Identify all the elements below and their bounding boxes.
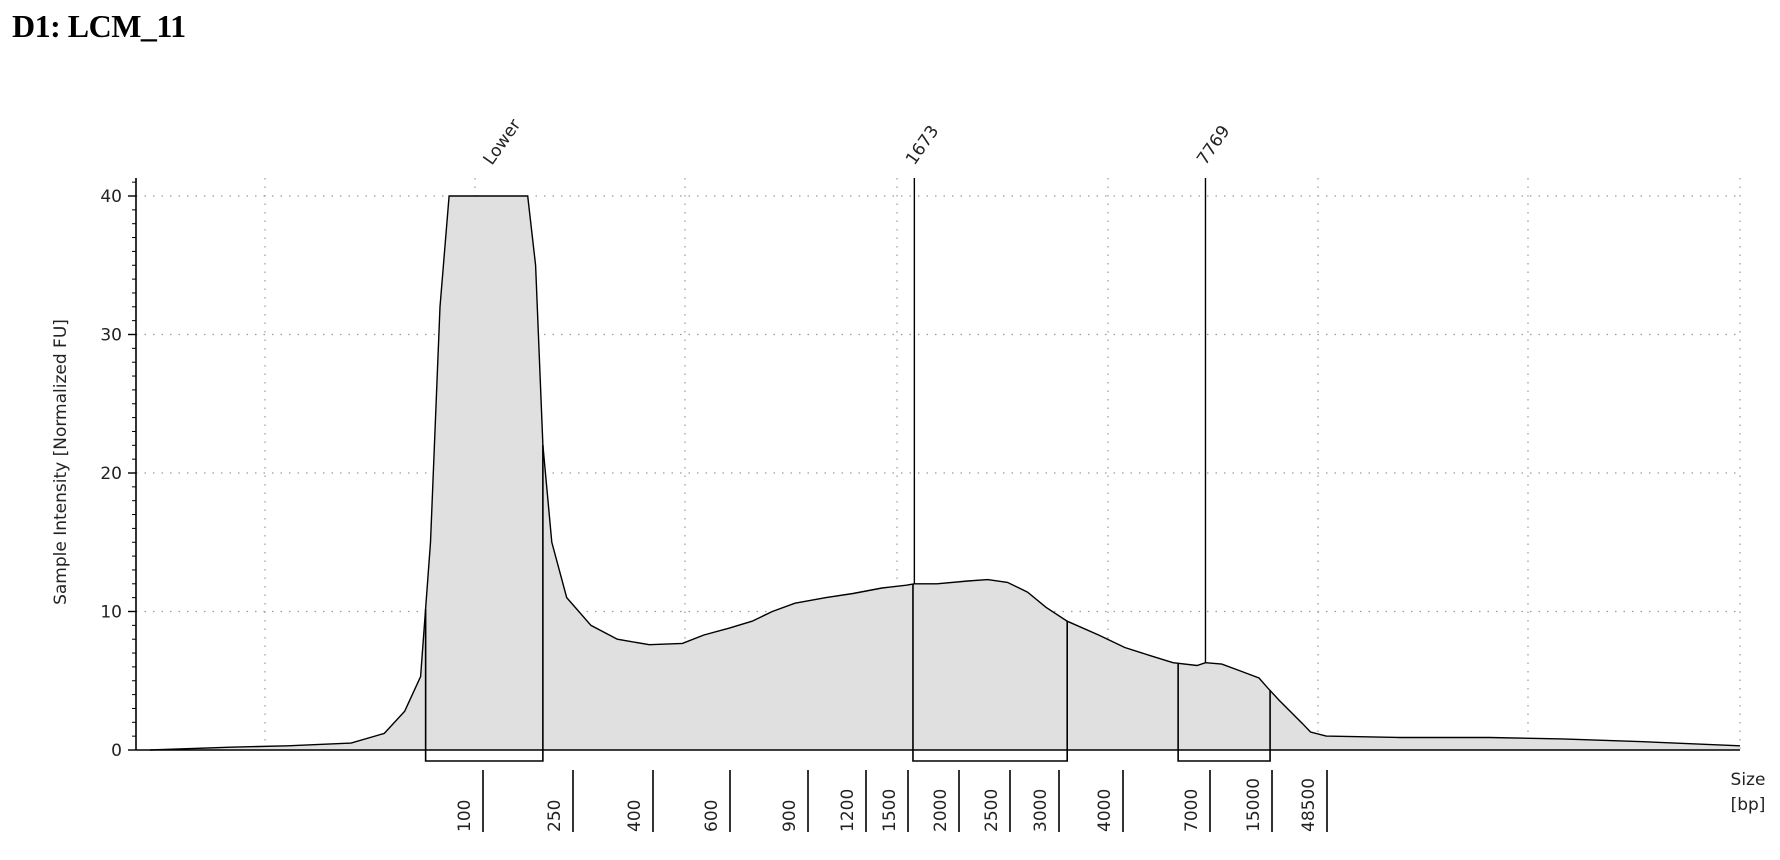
ladder-size-label: 900 <box>780 800 800 832</box>
y-tick-label: 40 <box>100 187 122 207</box>
ladder-size-label: 2000 <box>931 789 951 832</box>
ladder-size-label: 400 <box>625 800 645 832</box>
ladder-size-label: 7000 <box>1182 789 1202 832</box>
trace-line <box>149 195 1741 751</box>
region-bracket <box>424 445 544 762</box>
ladder-size-label: 4000 <box>1095 789 1115 832</box>
y-tick-label: 10 <box>100 603 122 623</box>
ladder-size-label: 1200 <box>838 789 858 832</box>
peak-label: Lower <box>480 116 526 169</box>
peak-label: 7769 <box>1193 122 1234 169</box>
ladder-size-label: 1500 <box>880 789 900 832</box>
x-axis-title-line1: Size <box>1731 770 1766 790</box>
y-tick-label: 20 <box>100 464 122 484</box>
region-bracket <box>1177 663 1271 762</box>
ladder-size-label: 2500 <box>982 789 1002 832</box>
x-axis-title-line2: [bp] <box>1731 795 1766 815</box>
ladder-size-label: 100 <box>455 800 475 832</box>
ladder-size-label: 600 <box>702 800 722 832</box>
ladder-size-label: 3000 <box>1031 789 1051 832</box>
label-layer: Sample Intensity [Normalized FU] Size [b… <box>51 319 1765 815</box>
ladder-size-label: 48500 <box>1299 778 1319 832</box>
trace-layer <box>149 195 1741 751</box>
page-title: D1: LCM_11 <box>12 8 186 44</box>
trace-fill <box>150 196 1740 750</box>
region-bracket <box>912 584 1068 762</box>
peak-label: 1673 <box>902 122 943 169</box>
y-axis-title: Sample Intensity [Normalized FU] <box>51 319 71 605</box>
y-tick-label: 0 <box>111 741 122 761</box>
y-tick-label: 30 <box>100 326 122 346</box>
ladder-size-label: 15000 <box>1244 778 1264 832</box>
ladder-size-label: 250 <box>545 800 565 832</box>
axis-layer: 0 10 20 30 40 100 250 400 600 900 1200 1500 2000 2500… <box>100 178 1740 832</box>
